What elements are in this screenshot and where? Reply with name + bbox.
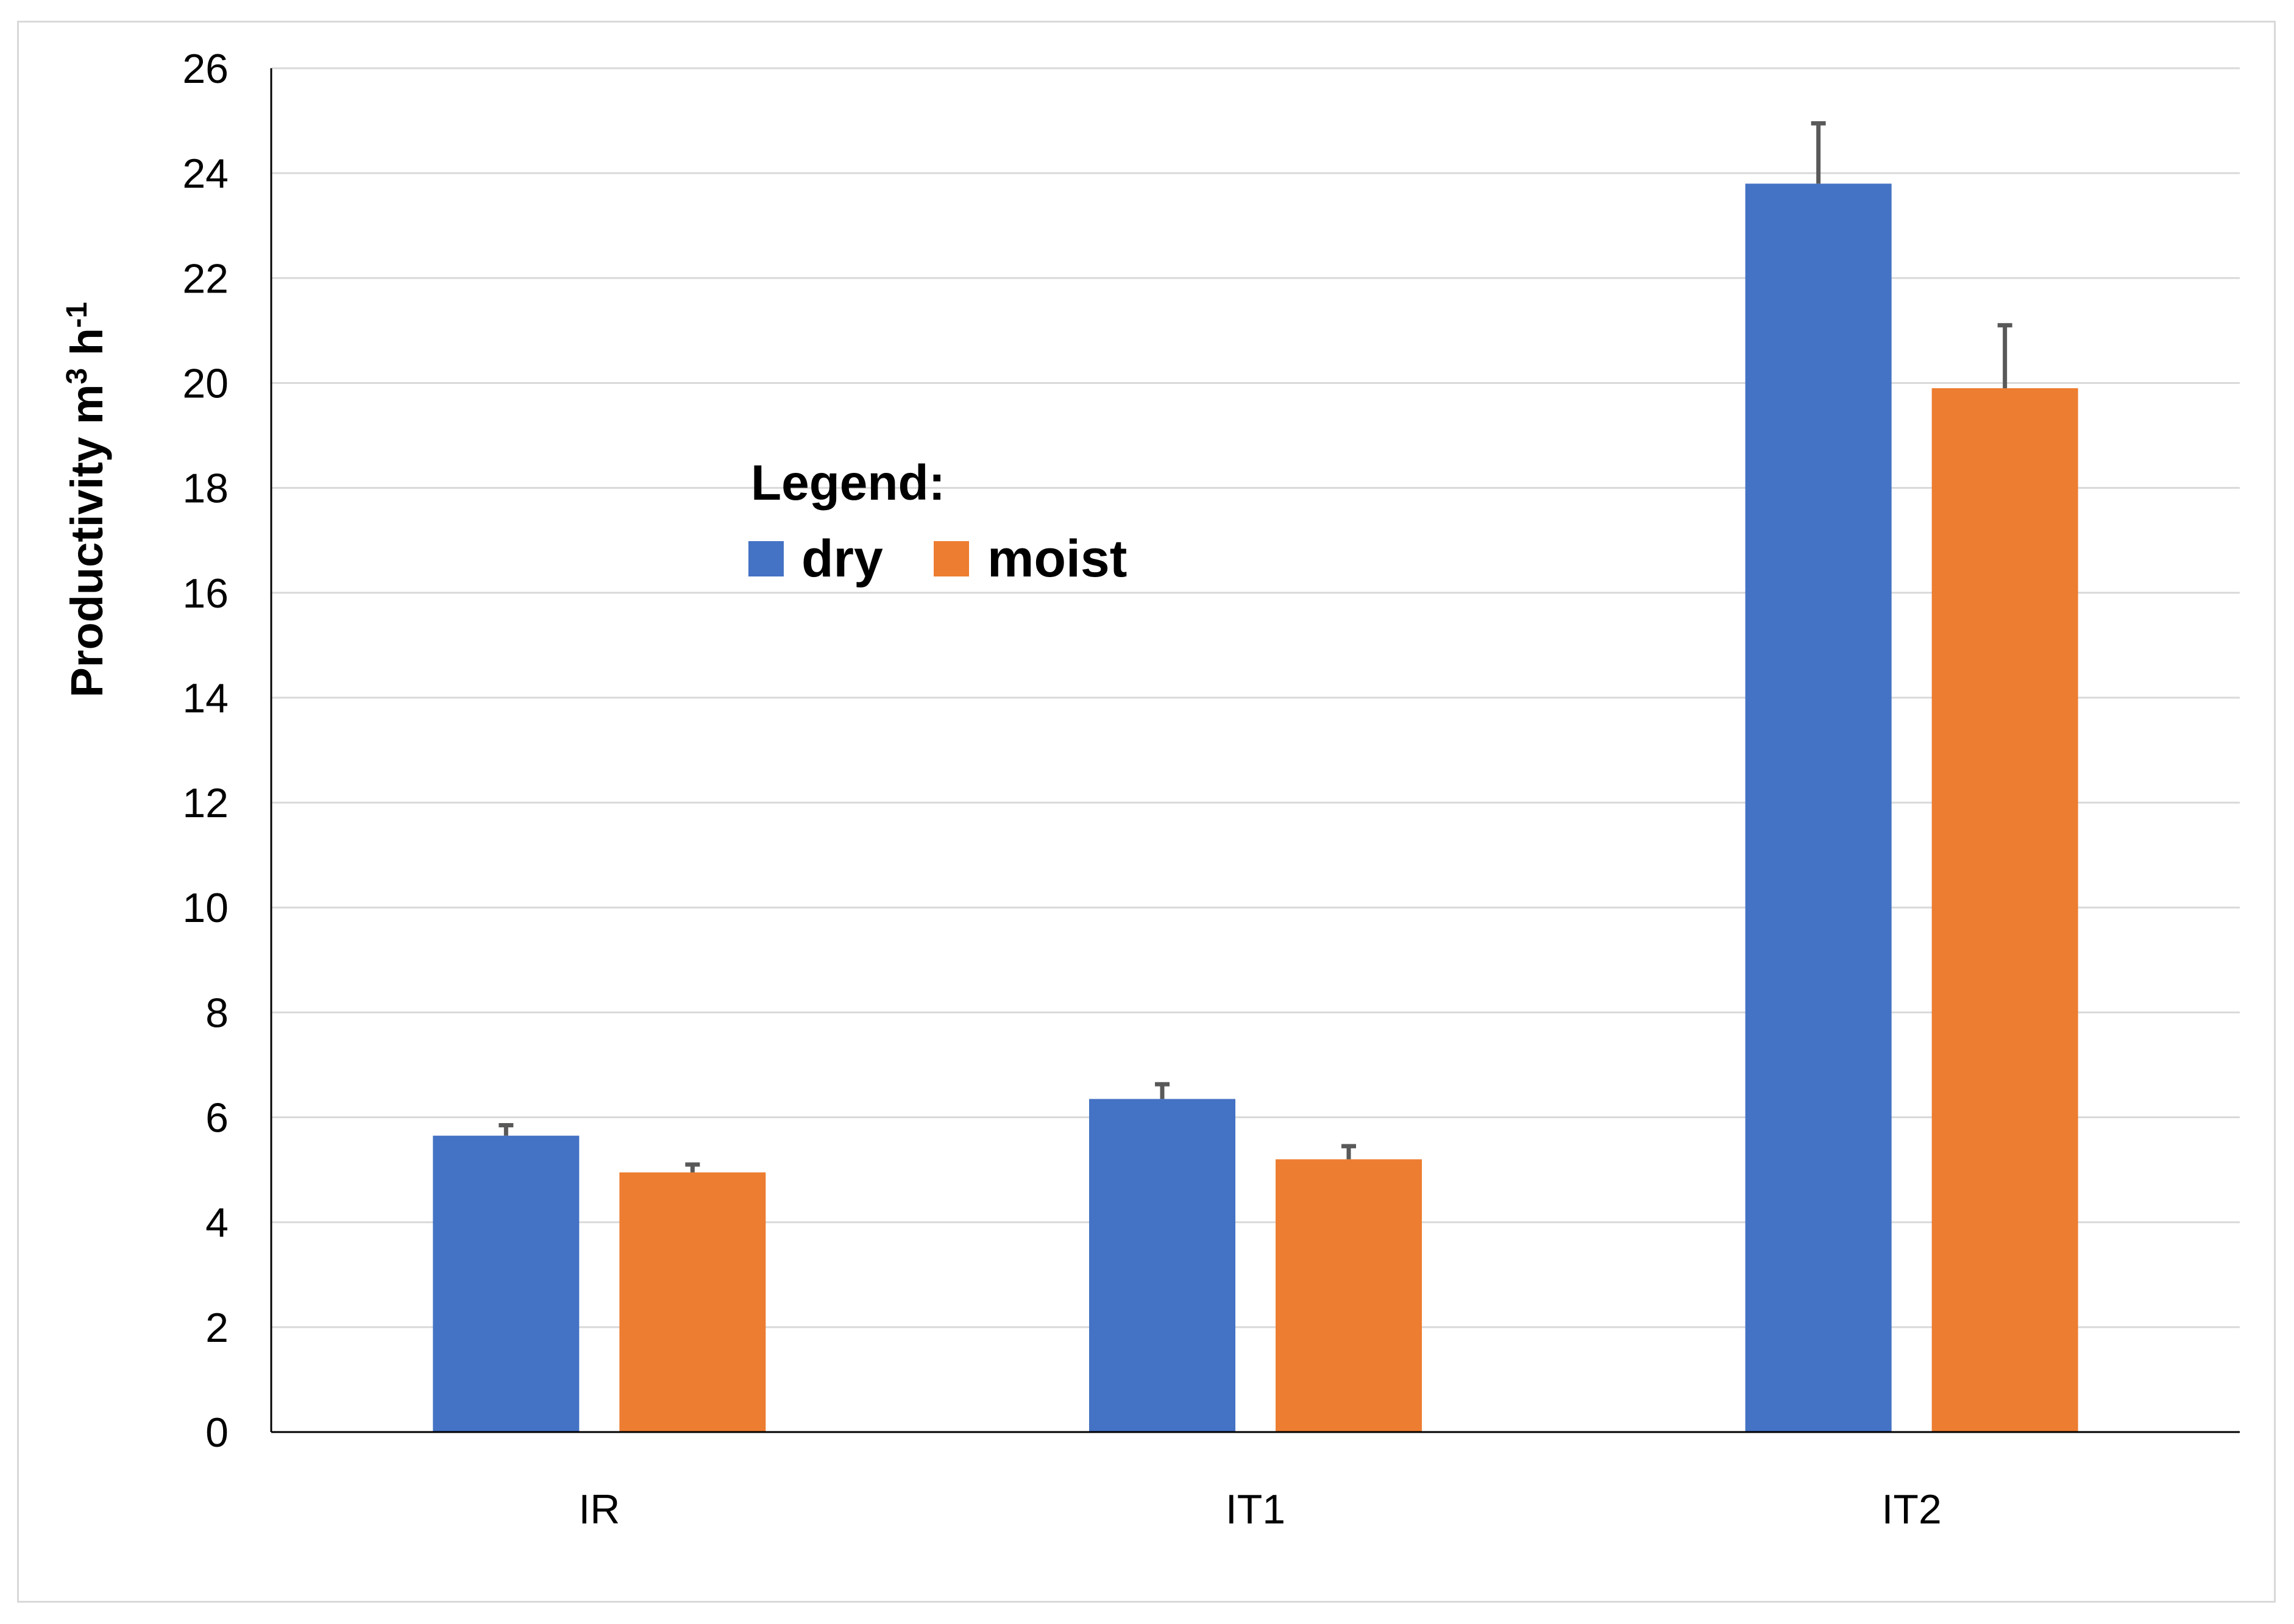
y-axis-title-main: Productivity m bbox=[62, 385, 112, 698]
legend: Legend: dry moist bbox=[748, 455, 1127, 588]
y-tick-label: 2 bbox=[205, 1305, 229, 1351]
legend-swatch-dry bbox=[748, 541, 784, 576]
y-tick-label: 6 bbox=[205, 1095, 229, 1141]
y-tick-label: 8 bbox=[205, 990, 229, 1036]
y-axis-title-sup2: -1 bbox=[61, 302, 93, 328]
y-tick-label: 18 bbox=[182, 466, 229, 512]
legend-swatch-moist bbox=[934, 541, 969, 576]
y-axis-title-mid: h bbox=[62, 328, 112, 368]
y-tick-label: 12 bbox=[182, 780, 229, 826]
bar-dry-IR bbox=[433, 1135, 580, 1432]
bars bbox=[433, 183, 2078, 1433]
legend-label-dry: dry bbox=[801, 530, 883, 588]
y-tick-label: 22 bbox=[182, 255, 229, 302]
y-axis-title-sup1: 3 bbox=[61, 368, 93, 385]
bar-dry-IT2 bbox=[1745, 183, 1892, 1433]
bar-moist-IT1 bbox=[1276, 1159, 1422, 1432]
y-tick-label: 24 bbox=[182, 151, 229, 197]
y-axis-title: Productivity m3 h-1 bbox=[61, 302, 113, 697]
error-bars bbox=[499, 121, 2012, 1172]
legend-label-moist: moist bbox=[987, 530, 1127, 588]
y-tick-label: 20 bbox=[182, 360, 229, 406]
y-tick-label: 0 bbox=[205, 1409, 229, 1456]
y-tick-label: 4 bbox=[205, 1200, 229, 1246]
gridlines bbox=[271, 67, 2240, 1328]
x-tick-label: IT2 bbox=[1882, 1486, 1942, 1533]
y-tick-label: 14 bbox=[182, 675, 229, 722]
x-tick-labels: IR IT1 IT2 bbox=[578, 1486, 1941, 1533]
legend-title: Legend: bbox=[751, 455, 945, 511]
bar-dry-IT1 bbox=[1089, 1099, 1235, 1432]
bar-moist-IR bbox=[619, 1172, 766, 1432]
bar-moist-IT2 bbox=[1931, 388, 2078, 1432]
y-tick-label: 10 bbox=[182, 885, 229, 931]
x-tick-label: IR bbox=[578, 1486, 620, 1533]
y-tick-label: 16 bbox=[182, 570, 229, 617]
y-tick-label: 26 bbox=[182, 46, 229, 92]
x-tick-label: IT1 bbox=[1226, 1486, 1285, 1533]
